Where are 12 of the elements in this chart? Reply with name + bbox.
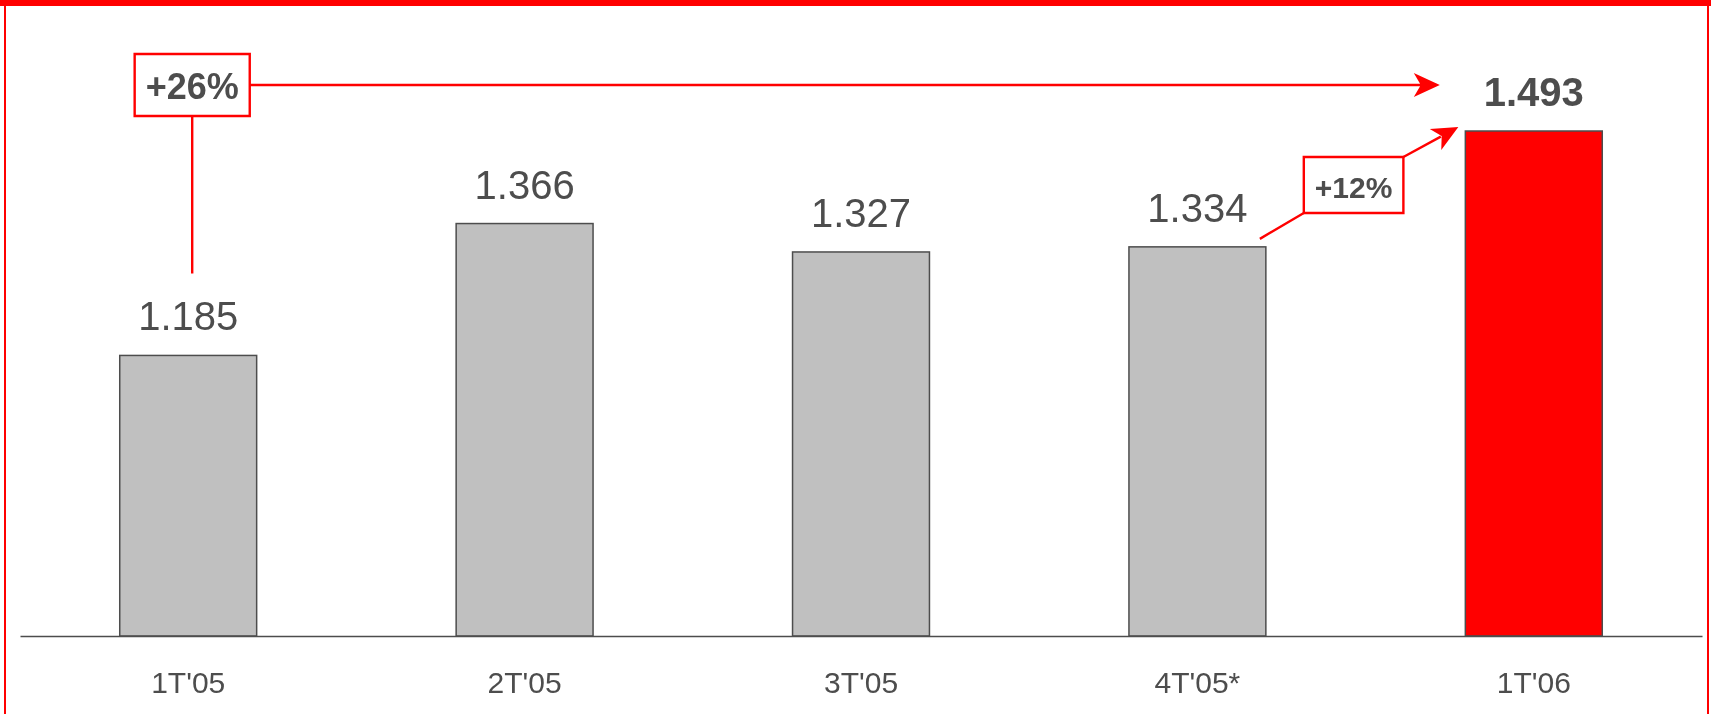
- data-label: 1.366: [474, 162, 575, 207]
- x-tick-label: 4T'05*: [1154, 666, 1241, 700]
- data-label: 1.493: [1483, 70, 1584, 114]
- x-tick-label: 1T'06: [1496, 666, 1571, 700]
- x-tick-label: 1T'05: [151, 666, 226, 700]
- data-label: 1.334: [1147, 185, 1248, 230]
- x-tick-label: 2T'05: [487, 666, 562, 700]
- x-tick-label: 3T'05: [823, 666, 899, 700]
- text: +26%: [145, 66, 239, 107]
- annotation: +12%: [1314, 171, 1393, 204]
- data-label: 1.327: [810, 190, 912, 235]
- data-label: 1.185: [138, 294, 239, 339]
